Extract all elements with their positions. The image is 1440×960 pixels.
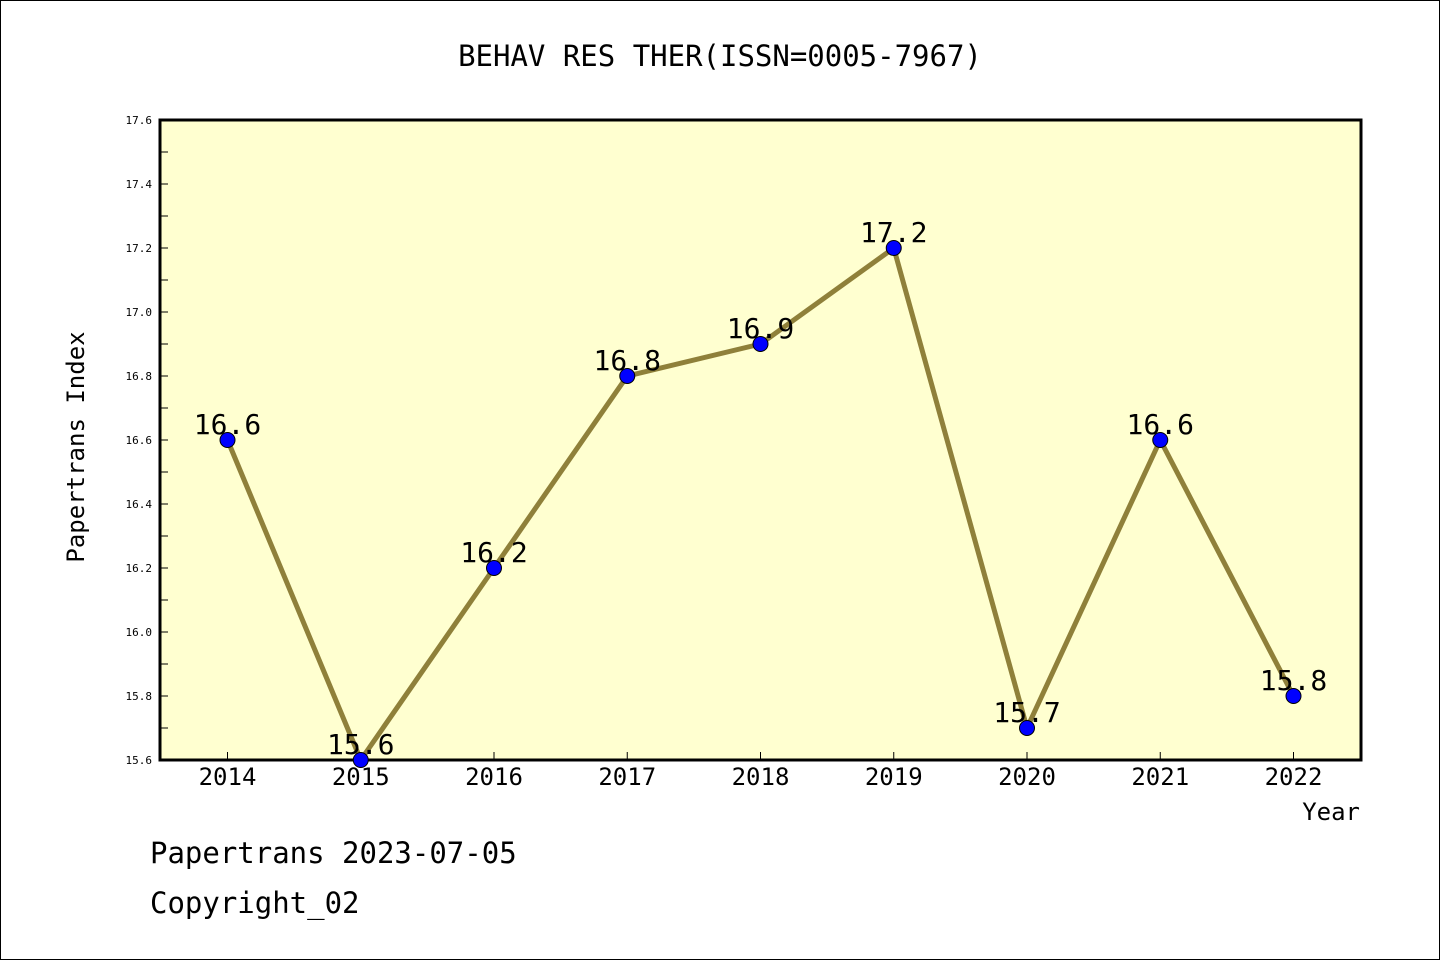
- data-point: [1152, 432, 1169, 448]
- y-tick-label: 16.8: [126, 370, 153, 383]
- data-label: 16.2: [460, 536, 527, 569]
- data-label: 17.2: [860, 216, 927, 249]
- data-labels: 16.6 15.6 16.2 16.8 16.9 17.2 15.7 16.6 15.8: [194, 216, 1327, 761]
- data-label: 15.7: [993, 696, 1060, 729]
- data-label: 15.8: [1260, 664, 1327, 697]
- y-tick-label: 15.8: [126, 690, 153, 703]
- y-axis-label: Papertrans Index: [62, 331, 90, 562]
- x-tick-label: 2016: [465, 763, 523, 791]
- footer-copyright: Copyright_02: [150, 886, 360, 920]
- data-point: [486, 560, 502, 576]
- data-points: [219, 240, 1302, 768]
- y-tick-label: 17.2: [126, 242, 153, 255]
- data-point: [219, 432, 236, 448]
- data-point: [1019, 720, 1035, 736]
- y-tick-label: 16.4: [126, 498, 153, 511]
- data-point: [885, 240, 902, 256]
- data-label: 16.6: [194, 408, 261, 441]
- data-point: [352, 752, 369, 768]
- data-point: [619, 368, 636, 384]
- data-label: 16.8: [594, 344, 661, 377]
- x-tick-label: 2017: [598, 763, 656, 791]
- x-tick-label: 2018: [732, 763, 790, 791]
- x-tick-label: 2022: [1265, 763, 1323, 791]
- footer-date: Papertrans 2023-07-05: [150, 836, 517, 870]
- data-point: [752, 336, 769, 352]
- data-label: 15.6: [327, 728, 394, 761]
- y-tick-label: 16.2: [126, 562, 153, 575]
- y-tick-label: 17.4: [126, 178, 153, 191]
- data-point: [1285, 688, 1302, 704]
- y-tick-label: 17.0: [126, 306, 153, 319]
- y-tick-label: 15.6: [126, 754, 153, 767]
- x-tick-label: 2019: [865, 763, 923, 791]
- x-tick-label: 2014: [199, 763, 257, 791]
- y-tick-label: 16.6: [126, 434, 153, 447]
- chart-title: BEHAV RES THER(ISSN=0005-7967): [458, 39, 982, 73]
- x-tick-label: 2020: [998, 763, 1056, 791]
- x-axis-label: Year: [1302, 798, 1360, 826]
- x-tick-label: 2021: [1131, 763, 1189, 791]
- y-tick-label: 17.6: [126, 114, 153, 127]
- data-label: 16.6: [1127, 408, 1194, 441]
- x-axis: 2014 2015 2016 2017 2018 2019 2020 2021 2022: [199, 752, 1323, 791]
- y-tick-label: 16.0: [126, 626, 153, 639]
- y-axis: 15.6 15.8 16.0 16.2 16.4 16.6 16.8 17.0 17.2 17.4…: [126, 114, 168, 767]
- data-label: 16.9: [727, 312, 794, 345]
